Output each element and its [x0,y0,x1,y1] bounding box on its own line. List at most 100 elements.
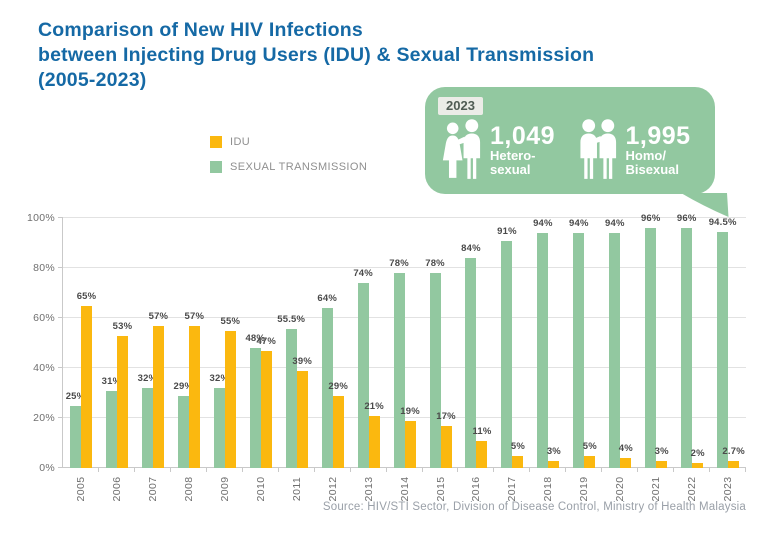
bar-sexual-2019 [573,233,585,468]
legend-item-idu: IDU [210,136,367,148]
bar-label-idu-2017: 5% [510,440,526,452]
bar-idu-2020 [620,458,632,468]
x-axis-tick [349,468,351,472]
bar-idu-2017 [512,455,524,468]
bar-idu-2008 [188,325,200,468]
bar-idu-2022 [692,463,704,468]
x-axis-label-2015: 2015 [434,476,447,502]
year-group-2020: 94% 4% 2020 [602,218,639,501]
y-axis-label: 80% [33,262,55,274]
x-axis-label-2013: 2013 [362,476,375,502]
heterosexual-label-1: Hetero- [490,147,536,163]
year-group-2009: 32% 55% 2009 [207,218,243,501]
x-axis-label-2020: 2020 [614,476,627,502]
year-group-2011: 55.5% 39% 2011 [277,218,315,501]
y-axis-tick-40% [58,367,63,368]
x-axis-tick [745,468,747,472]
bar-sexual-2018 [537,233,549,468]
bar-idu-2019 [584,455,596,468]
bar-label-sexual-2014: 78% [389,258,409,269]
x-axis-tick [673,468,675,472]
year-group-2005: 25% 65% 2005 [63,218,99,501]
x-axis-tick [313,468,315,472]
year-group-2013: 74% 21% 2013 [351,218,387,501]
bar-label-idu-2007: 57% [148,310,169,322]
legend-label: IDU [230,136,251,148]
bar-label-sexual-2011: 55.5% [277,314,306,326]
bar-label-idu-2018: 3% [546,445,561,457]
x-axis-label-2006: 2006 [110,476,123,502]
heterosexual-label-2: sexual [490,162,531,177]
year-group-2015: 78% 17% 2015 [423,218,459,501]
y-axis-label: 100% [26,212,55,224]
y-axis-label: 20% [33,412,55,424]
bar-idu-2011 [296,370,308,468]
year-group-2022: 96% 2% 2022 [674,213,711,501]
bar-label-idu-2011: 39% [292,355,313,367]
bar-label-sexual-2013: 74% [353,268,373,279]
x-axis-tick [709,468,711,472]
bar-sexual-2009 [213,388,225,468]
callout-2023-bubble: 2023 1,049 Hete [425,87,729,217]
x-axis-label-2022: 2022 [686,476,699,502]
bar-idu-2010 [260,350,272,468]
bar-sexual-2011 [285,329,297,468]
bar-idu-2021 [656,460,668,468]
legend-label: SEXUAL TRANSMISSION [230,161,368,173]
bar-label-sexual-2023: 94.5% [708,216,737,228]
x-axis-label-2009: 2009 [218,476,231,502]
bar-sexual-2005 [70,405,81,468]
y-axis-tick-60% [58,317,63,318]
bar-idu-2018 [548,460,560,468]
bar-idu-2009 [224,330,236,468]
x-axis-tick [565,468,567,472]
bar-label-idu-2008: 57% [184,310,205,322]
bar-idu-2007 [152,325,164,468]
sexual-transmission-color-swatch [210,161,222,173]
bar-sexual-2013 [357,283,369,468]
x-axis-label-2018: 2018 [542,476,555,502]
bar-label-sexual-2010: 48% [245,333,266,344]
year-group-2018: 94% 3% 2018 [530,218,567,501]
x-axis-label-2016: 2016 [470,476,483,502]
bar-label-sexual-2016: 84% [461,243,481,254]
hetero-couple-icon [440,119,484,181]
bar-label-idu-2010: 47% [256,335,277,347]
x-axis-tick [385,468,387,472]
page-title: Comparison of New HIV Infections between… [38,18,594,93]
bar-sexual-2010 [249,348,261,468]
x-axis-label-2007: 2007 [146,476,159,502]
bar-idu-2006 [116,335,128,468]
x-axis-label-2012: 2012 [326,476,339,502]
bar-label-sexual-2022: 96% [676,213,697,224]
x-axis-tick [529,468,531,472]
bar-label-sexual-2006: 31% [101,375,122,387]
y-axis-label: 60% [33,312,55,324]
x-axis-tick [241,468,243,472]
bar-label-idu-2016: 11% [472,425,492,437]
chart-legend: IDU SEXUAL TRANSMISSION [210,136,367,186]
y-axis-tick-20% [58,417,63,418]
x-axis-tick [601,468,603,472]
year-group-2023: 94.5% 2.7% 2023 [708,216,747,501]
x-axis-tick [457,468,459,472]
bar-label-sexual-2009: 32% [209,373,230,384]
gridline-100% [63,217,746,218]
heterosexual-count: 1,049 [490,121,556,150]
x-axis-label-2023: 2023 [722,476,735,502]
x-axis-tick [493,468,495,472]
title-line-3: (2005-2023) [38,69,147,91]
source-note: Source: HIV/STI Sector, Division of Dise… [322,501,746,513]
heterosexual-stat-text: 1,049 Hetero- sexual [490,123,555,178]
year-group-2021: 96% 3% 2021 [638,213,675,501]
bar-label-idu-2015: 17% [436,410,456,422]
bar-sexual-2014 [393,273,405,468]
bar-label-idu-2023: 2.7% [722,446,745,458]
speech-bubble-tail [681,193,729,217]
bar-sexual-2012 [321,308,333,468]
x-axis-tick [205,468,207,472]
bar-label-idu-2020: 4% [618,443,633,454]
heterosexual-stat: 1,049 Hetero- sexual [440,119,576,181]
idu-color-swatch [210,136,222,148]
